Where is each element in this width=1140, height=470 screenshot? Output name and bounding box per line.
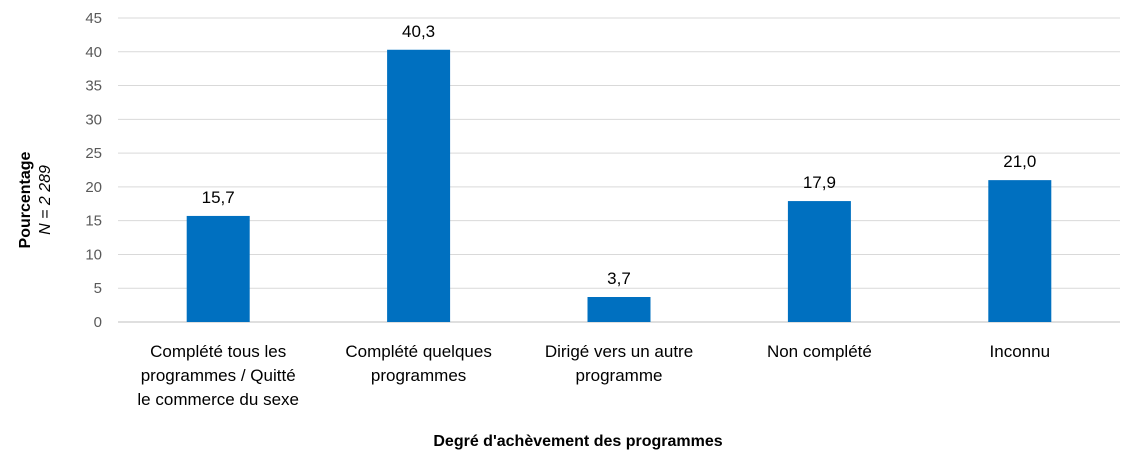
x-category-label: Dirigé vers un autre programme bbox=[545, 342, 693, 385]
y-tick-label: 35 bbox=[85, 78, 102, 95]
y-tick-label: 0 bbox=[94, 314, 102, 331]
y-tick-label: 25 bbox=[85, 145, 102, 162]
data-label: 17,9 bbox=[803, 173, 836, 192]
y-tick-label: 5 bbox=[94, 280, 102, 297]
data-label: 3,7 bbox=[607, 269, 631, 288]
x-category-label: Complété tous les programmes / Quitté le c… bbox=[137, 342, 299, 409]
y-tick-label: 30 bbox=[85, 111, 102, 128]
y-tick-label: 40 bbox=[85, 44, 102, 61]
y-axis-title-group: Pourcentage N = 2 289 bbox=[17, 151, 54, 248]
data-labels: 15,7 40,3 3,7 17,9 21,0 bbox=[202, 22, 1037, 288]
y-tick-label: 20 bbox=[85, 179, 102, 196]
y-axis-ticks: 0 5 10 15 20 25 30 35 40 45 bbox=[85, 10, 102, 331]
data-label: 15,7 bbox=[202, 188, 235, 207]
y-axis-title: Pourcentage bbox=[17, 151, 34, 248]
x-category-label: Complété quelques programmes bbox=[345, 342, 491, 385]
x-axis-categories: Complété tous les programmes / Quitté le c… bbox=[137, 342, 1050, 409]
y-tick-label: 10 bbox=[85, 246, 102, 263]
x-category-label: Non complété bbox=[767, 342, 872, 361]
bar bbox=[787, 201, 851, 322]
y-tick-label: 15 bbox=[85, 213, 102, 230]
bar bbox=[587, 297, 651, 322]
bar bbox=[988, 180, 1052, 322]
bar bbox=[186, 215, 250, 322]
gridlines bbox=[118, 17, 1120, 323]
bar bbox=[387, 49, 451, 323]
data-label: 21,0 bbox=[1003, 152, 1036, 171]
x-axis-title: Degré d'achèvement des programmes bbox=[433, 433, 722, 450]
y-tick-label: 45 bbox=[85, 10, 102, 27]
bars bbox=[186, 49, 1052, 323]
y-axis-subtitle: N = 2 289 bbox=[37, 165, 54, 235]
x-category-label: Inconnu bbox=[990, 342, 1051, 361]
data-label: 40,3 bbox=[402, 22, 435, 41]
